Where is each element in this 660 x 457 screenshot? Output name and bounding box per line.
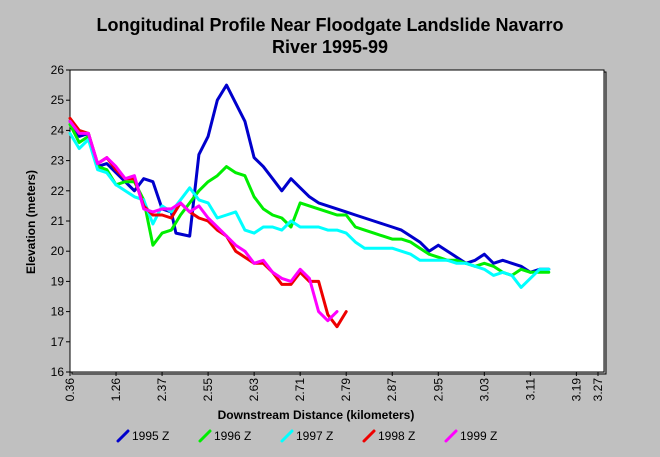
legend: 1995 Z 1996 Z 1997 Z 1998 Z 1999 Z (116, 429, 497, 443)
chart-title-line-2: River 1995-99 (272, 37, 388, 57)
series-line-1998-z (68, 116, 348, 329)
x-tick-label: 2.37 (155, 378, 169, 402)
legend-label: 1996 Z (214, 429, 251, 443)
x-tick-label: 3.27 (591, 378, 605, 402)
plot-area (69, 69, 605, 373)
y-tick-label: 20 (51, 244, 65, 258)
x-tick-label: 2.63 (247, 378, 261, 402)
legend-swatch (444, 429, 458, 443)
legend-label: 1995 Z (132, 429, 169, 443)
x-tick-label: 2.95 (431, 378, 445, 402)
y-tick-label: 23 (51, 154, 65, 168)
x-tick-label: 2.87 (385, 378, 399, 402)
y-tick-label: 17 (51, 335, 65, 349)
legend-label: 1999 Z (460, 429, 497, 443)
y-tick-label: 22 (51, 184, 65, 198)
y-tick-label: 19 (51, 274, 65, 288)
y-tick-label: 24 (51, 123, 65, 137)
y-axis-label: Elevation (meters) (24, 170, 38, 274)
y-tick-label: 26 (51, 63, 65, 77)
legend-swatch (280, 429, 294, 443)
x-tick-label: 1.26 (109, 378, 123, 402)
x-tick-label: 3.11 (523, 378, 537, 401)
legend-swatch (362, 429, 376, 443)
x-tick-label: 3.03 (477, 378, 491, 402)
x-axis: 0.36 1.26 2.37 2.55 2.63 2.71 2.79 2.87 2.95 3.03… (63, 372, 605, 401)
x-tick-label: 2.79 (339, 378, 353, 402)
legend-swatch (116, 429, 130, 443)
y-tick-label: 21 (51, 214, 65, 228)
x-tick-label: 2.71 (293, 378, 307, 402)
x-axis-label: Downstream Distance (kilometers) (218, 408, 415, 422)
x-tick-label: 2.55 (201, 378, 215, 402)
x-tick-label: 3.19 (569, 378, 583, 402)
y-tick-label: 16 (51, 365, 65, 379)
series-line-1997-z (68, 131, 551, 289)
y-tick-label: 25 (51, 93, 65, 107)
series-line-1995-z (68, 83, 551, 274)
legend-label: 1998 Z (378, 429, 415, 443)
legend-swatch (198, 429, 212, 443)
series-lines (68, 83, 551, 329)
y-axis: 16 17 18 19 20 21 22 23 24 25 26 (51, 63, 70, 379)
series-line-1999-z (68, 119, 339, 323)
legend-label: 1997 Z (296, 429, 333, 443)
x-tick-label: 0.36 (63, 378, 77, 402)
chart-title-line-1: Longitudinal Profile Near Floodgate Land… (96, 15, 563, 35)
y-tick-label: 18 (51, 305, 65, 319)
